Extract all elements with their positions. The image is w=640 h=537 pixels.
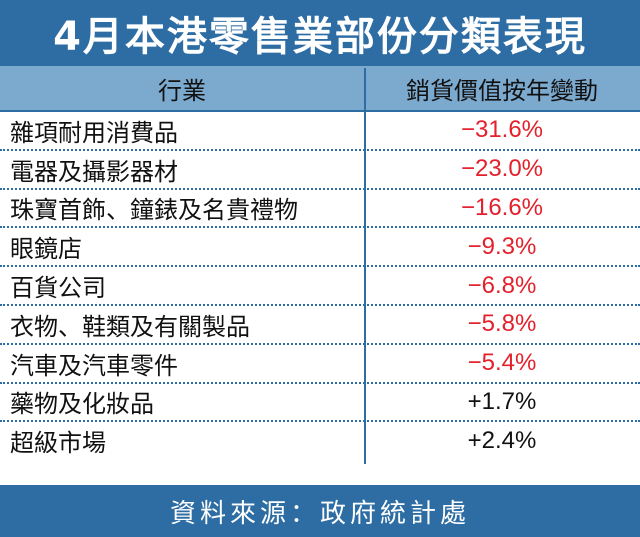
table-row: 衣物、鞋類及有關製品 −5.8% bbox=[0, 306, 640, 345]
table-row: 超級市場 +2.4% bbox=[0, 422, 640, 459]
value-label: +2.4% bbox=[467, 426, 537, 454]
column-header-industry: 行業 bbox=[158, 76, 206, 105]
value-label: −9.3% bbox=[467, 232, 537, 260]
value-label: +1.7% bbox=[467, 387, 537, 415]
column-header-change: 銷貨價值按年變動 bbox=[406, 76, 598, 105]
table-row: 藥物及化妝品 +1.7% bbox=[0, 384, 640, 423]
category-label: 電器及攝影器材 bbox=[10, 157, 178, 186]
value-label: −23.0% bbox=[460, 155, 544, 183]
table-row: 雜項耐用消費品 −31.6% bbox=[0, 112, 640, 151]
table-row: 汽車及汽車零件 −5.4% bbox=[0, 345, 640, 384]
table-row: 眼鏡店 −9.3% bbox=[0, 228, 640, 268]
table-body: 雜項耐用消費品 −31.6% 電器及攝影器材 −23.0% 珠寶首飾、鐘錶及名貴禮物 −1… bbox=[0, 68, 640, 464]
category-label: 衣物、鞋類及有關製品 bbox=[10, 312, 250, 341]
category-label: 珠寶首飾、鐘錶及名貴禮物 bbox=[10, 196, 298, 225]
category-label: 藥物及化妝品 bbox=[10, 390, 154, 419]
chart-title: 4月本港零售業部份分類表現 bbox=[53, 14, 587, 60]
table-row: 百貨公司 −6.8% bbox=[0, 267, 640, 306]
category-label: 眼鏡店 bbox=[10, 235, 82, 264]
title-banner: 4月本港零售業部份分類表現 bbox=[0, 0, 640, 66]
category-label: 汽車及汽車零件 bbox=[10, 351, 178, 380]
category-label: 雜項耐用消費品 bbox=[10, 118, 178, 147]
category-label: 超級市場 bbox=[10, 429, 106, 458]
value-label: −6.8% bbox=[467, 271, 537, 299]
value-label: −5.8% bbox=[467, 310, 537, 338]
value-label: −31.6% bbox=[460, 116, 544, 144]
category-label: 百貨公司 bbox=[10, 274, 106, 303]
value-label: −5.4% bbox=[467, 349, 537, 377]
source-text: 資料來源：政府統計處 bbox=[169, 498, 470, 529]
table-row: 電器及攝影器材 −23.0% bbox=[0, 151, 640, 190]
table-header: 行業 銷貨價值按年變動 bbox=[0, 66, 640, 112]
source-footer: 資料來源：政府統計處 bbox=[0, 485, 640, 537]
table-row: 珠寶首飾、鐘錶及名貴禮物 −16.6% bbox=[0, 190, 640, 229]
column-divider bbox=[364, 68, 366, 464]
value-label: −16.6% bbox=[460, 193, 544, 221]
